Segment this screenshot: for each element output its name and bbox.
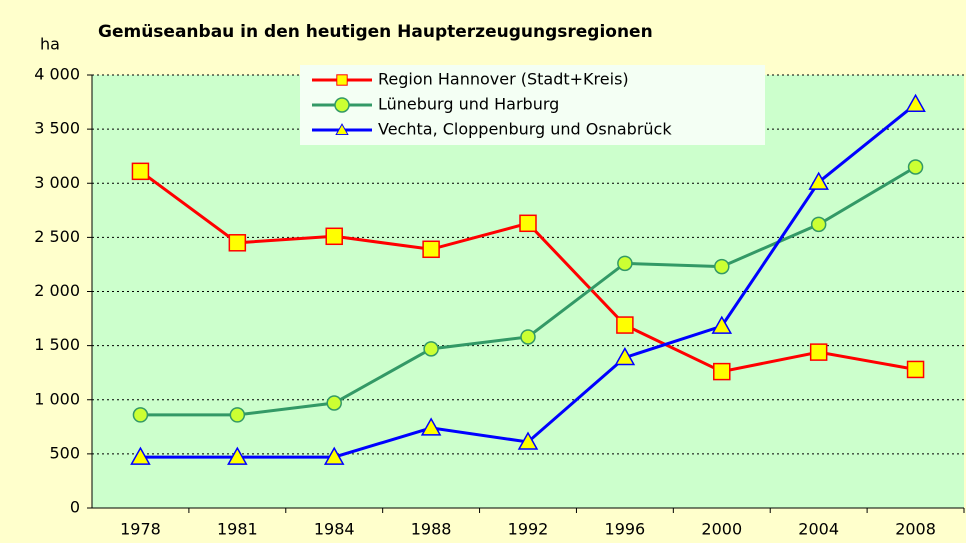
marker bbox=[905, 93, 926, 112]
marker bbox=[420, 417, 442, 436]
y-tick-label: 4 000 bbox=[34, 65, 80, 84]
marker bbox=[810, 216, 827, 233]
marker bbox=[520, 329, 536, 345]
marker bbox=[228, 234, 247, 252]
x-tick-label: 1981 bbox=[217, 520, 258, 539]
y-tick-label: 1 000 bbox=[34, 389, 80, 408]
marker bbox=[423, 341, 439, 357]
x-tick-label: 1984 bbox=[314, 520, 355, 539]
legend: Region Hannover (Stadt+Kreis) Lüneburg un… bbox=[300, 65, 765, 145]
x-tick-label: 2008 bbox=[895, 520, 936, 539]
marker bbox=[906, 360, 925, 379]
y-tick-label: 3 000 bbox=[34, 173, 80, 192]
x-tick-label: 1978 bbox=[120, 520, 161, 539]
marker bbox=[616, 316, 634, 334]
y-tick-label: 500 bbox=[49, 443, 80, 462]
marker bbox=[713, 362, 731, 381]
y-tick-label: 3 500 bbox=[34, 119, 80, 138]
marker bbox=[323, 446, 345, 465]
legend-label: Vechta, Cloppenburg und Osnabrück bbox=[378, 120, 672, 139]
legend-box bbox=[300, 65, 765, 145]
x-tick-label: 2000 bbox=[701, 520, 742, 539]
marker bbox=[422, 240, 440, 259]
chart-title: Gemüseanbau in den heutigen Haupterzeugu… bbox=[98, 22, 653, 42]
marker bbox=[907, 159, 924, 175]
marker bbox=[325, 227, 343, 246]
y-tick-label: 0 bbox=[70, 498, 80, 517]
marker bbox=[808, 171, 829, 190]
y-tick-label: 1 500 bbox=[34, 335, 80, 354]
marker bbox=[227, 446, 248, 465]
marker bbox=[326, 395, 342, 411]
y-tick-label: 2 500 bbox=[34, 227, 80, 246]
marker bbox=[517, 431, 539, 450]
x-tick-label: 2004 bbox=[798, 520, 839, 539]
marker bbox=[711, 315, 733, 334]
marker bbox=[132, 407, 149, 423]
x-tick-label: 1996 bbox=[605, 520, 646, 539]
marker bbox=[809, 343, 828, 361]
marker bbox=[131, 162, 150, 181]
legend-marker bbox=[335, 123, 349, 136]
y-axis-label: ha bbox=[40, 35, 60, 54]
marker bbox=[519, 214, 537, 233]
legend-marker bbox=[334, 97, 350, 113]
marker bbox=[714, 258, 730, 275]
legend-label: Lüneburg und Harburg bbox=[378, 95, 559, 114]
legend-marker bbox=[336, 74, 348, 86]
x-tick-label: 1988 bbox=[411, 520, 452, 539]
x-tick-label: 1992 bbox=[508, 520, 549, 539]
marker bbox=[130, 446, 151, 465]
marker bbox=[229, 407, 246, 423]
y-tick-label: 2 000 bbox=[34, 281, 80, 300]
marker bbox=[614, 347, 636, 366]
marker bbox=[617, 255, 633, 272]
legend-label: Region Hannover (Stadt+Kreis) bbox=[378, 70, 629, 89]
